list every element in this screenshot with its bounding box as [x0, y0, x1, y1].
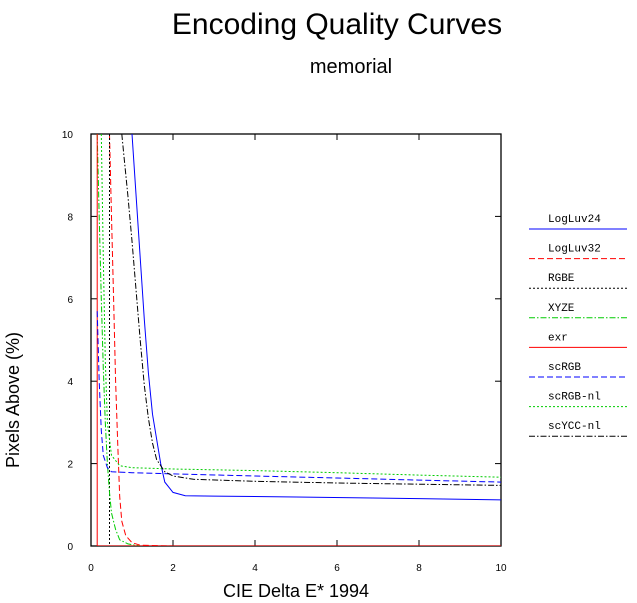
y-tick-label: 2: [67, 460, 73, 471]
legend-label: exr: [548, 332, 568, 344]
chart-subtitle: memorial: [310, 56, 392, 78]
legend: LogLuv24 LogLuv32 RGBE XYZE exr scRGB scRGB-nl…: [529, 214, 627, 437]
legend-label: scYCC-nl: [548, 421, 601, 433]
legend-label: LogLuv32: [548, 244, 601, 256]
y-tick-label: 6: [67, 295, 73, 306]
axes: 0 2 4 6 8 10 0 2 4 6 8 10: [62, 130, 507, 574]
x-tick-label: 8: [416, 563, 422, 574]
series-line-logluv24: [131, 134, 501, 501]
x-tick-label: 10: [495, 563, 507, 574]
series-line-rgbe: [109, 134, 501, 546]
series-line-logluv32: [109, 134, 501, 546]
legend-label: RGBE: [548, 273, 575, 285]
y-axis-title: Pixels Above (%): [3, 332, 23, 468]
x-tick-label: 6: [334, 563, 340, 574]
series-line-scrgb-nl: [100, 134, 501, 478]
series-line-scrgb: [96, 311, 501, 483]
series-line-exr: [96, 134, 501, 546]
x-axis-title: CIE Delta E* 1994: [223, 581, 369, 601]
legend-label: LogLuv24: [548, 214, 601, 226]
x-tick-label: 4: [252, 563, 258, 574]
series-line-xyze: [96, 134, 501, 546]
y-tick-label: 8: [67, 212, 73, 223]
series-lines: [96, 134, 501, 546]
chart-title: Encoding Quality Curves: [172, 8, 502, 41]
x-tick-label: 2: [170, 563, 176, 574]
x-tick-label: 0: [88, 563, 94, 574]
y-tick-label: 4: [67, 377, 73, 388]
legend-label: scRGB: [548, 362, 581, 374]
legend-label: XYZE: [548, 303, 575, 315]
y-tick-label: 0: [67, 542, 73, 553]
y-tick-label: 10: [62, 130, 74, 141]
legend-label: scRGB-nl: [548, 392, 601, 404]
series-line-scycc-nl: [121, 134, 501, 486]
